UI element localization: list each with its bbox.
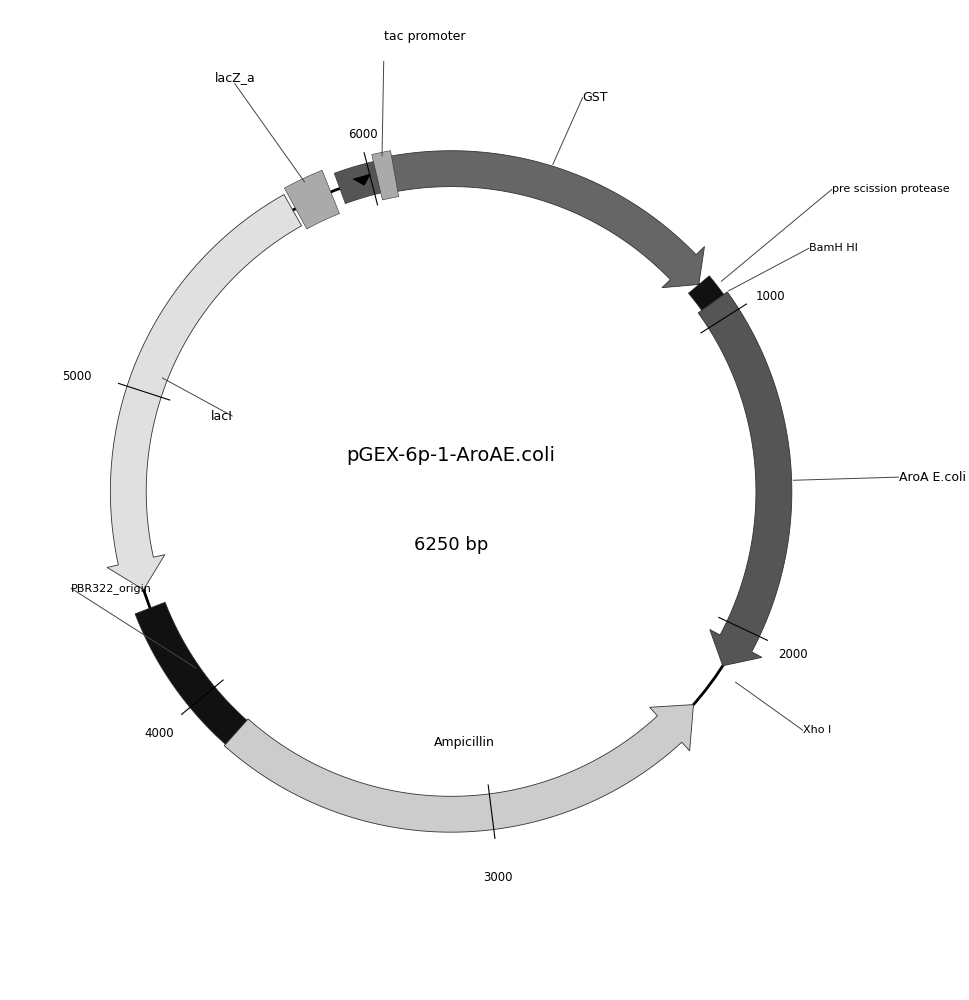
Polygon shape xyxy=(699,292,792,666)
Text: BamH HI: BamH HI xyxy=(809,243,858,253)
Text: 4000: 4000 xyxy=(144,727,174,740)
Polygon shape xyxy=(107,195,301,590)
Text: 6000: 6000 xyxy=(348,128,378,141)
Text: PBR322_origin: PBR322_origin xyxy=(71,583,152,594)
Text: 2000: 2000 xyxy=(778,648,808,661)
Text: Xho I: Xho I xyxy=(802,725,830,735)
Text: lacI: lacI xyxy=(210,410,233,423)
Text: GST: GST xyxy=(582,91,609,104)
Polygon shape xyxy=(353,174,370,185)
Text: AroA E.coli: AroA E.coli xyxy=(899,471,966,484)
Polygon shape xyxy=(224,705,694,832)
Polygon shape xyxy=(334,159,390,204)
Text: 5000: 5000 xyxy=(62,370,91,383)
Text: 3000: 3000 xyxy=(484,871,513,884)
Text: Ampicillin: Ampicillin xyxy=(434,736,494,749)
Polygon shape xyxy=(383,151,704,288)
Text: pre scission protease: pre scission protease xyxy=(832,184,950,194)
Polygon shape xyxy=(284,170,339,229)
Polygon shape xyxy=(688,276,724,310)
Polygon shape xyxy=(372,151,398,200)
Text: pGEX-6p-1-AroAE.coli: pGEX-6p-1-AroAE.coli xyxy=(347,446,555,465)
Polygon shape xyxy=(135,602,247,744)
Text: 1000: 1000 xyxy=(756,290,785,303)
Text: lacZ_a: lacZ_a xyxy=(214,71,255,84)
Text: tac promoter: tac promoter xyxy=(384,30,465,43)
Text: 6250 bp: 6250 bp xyxy=(414,536,488,554)
